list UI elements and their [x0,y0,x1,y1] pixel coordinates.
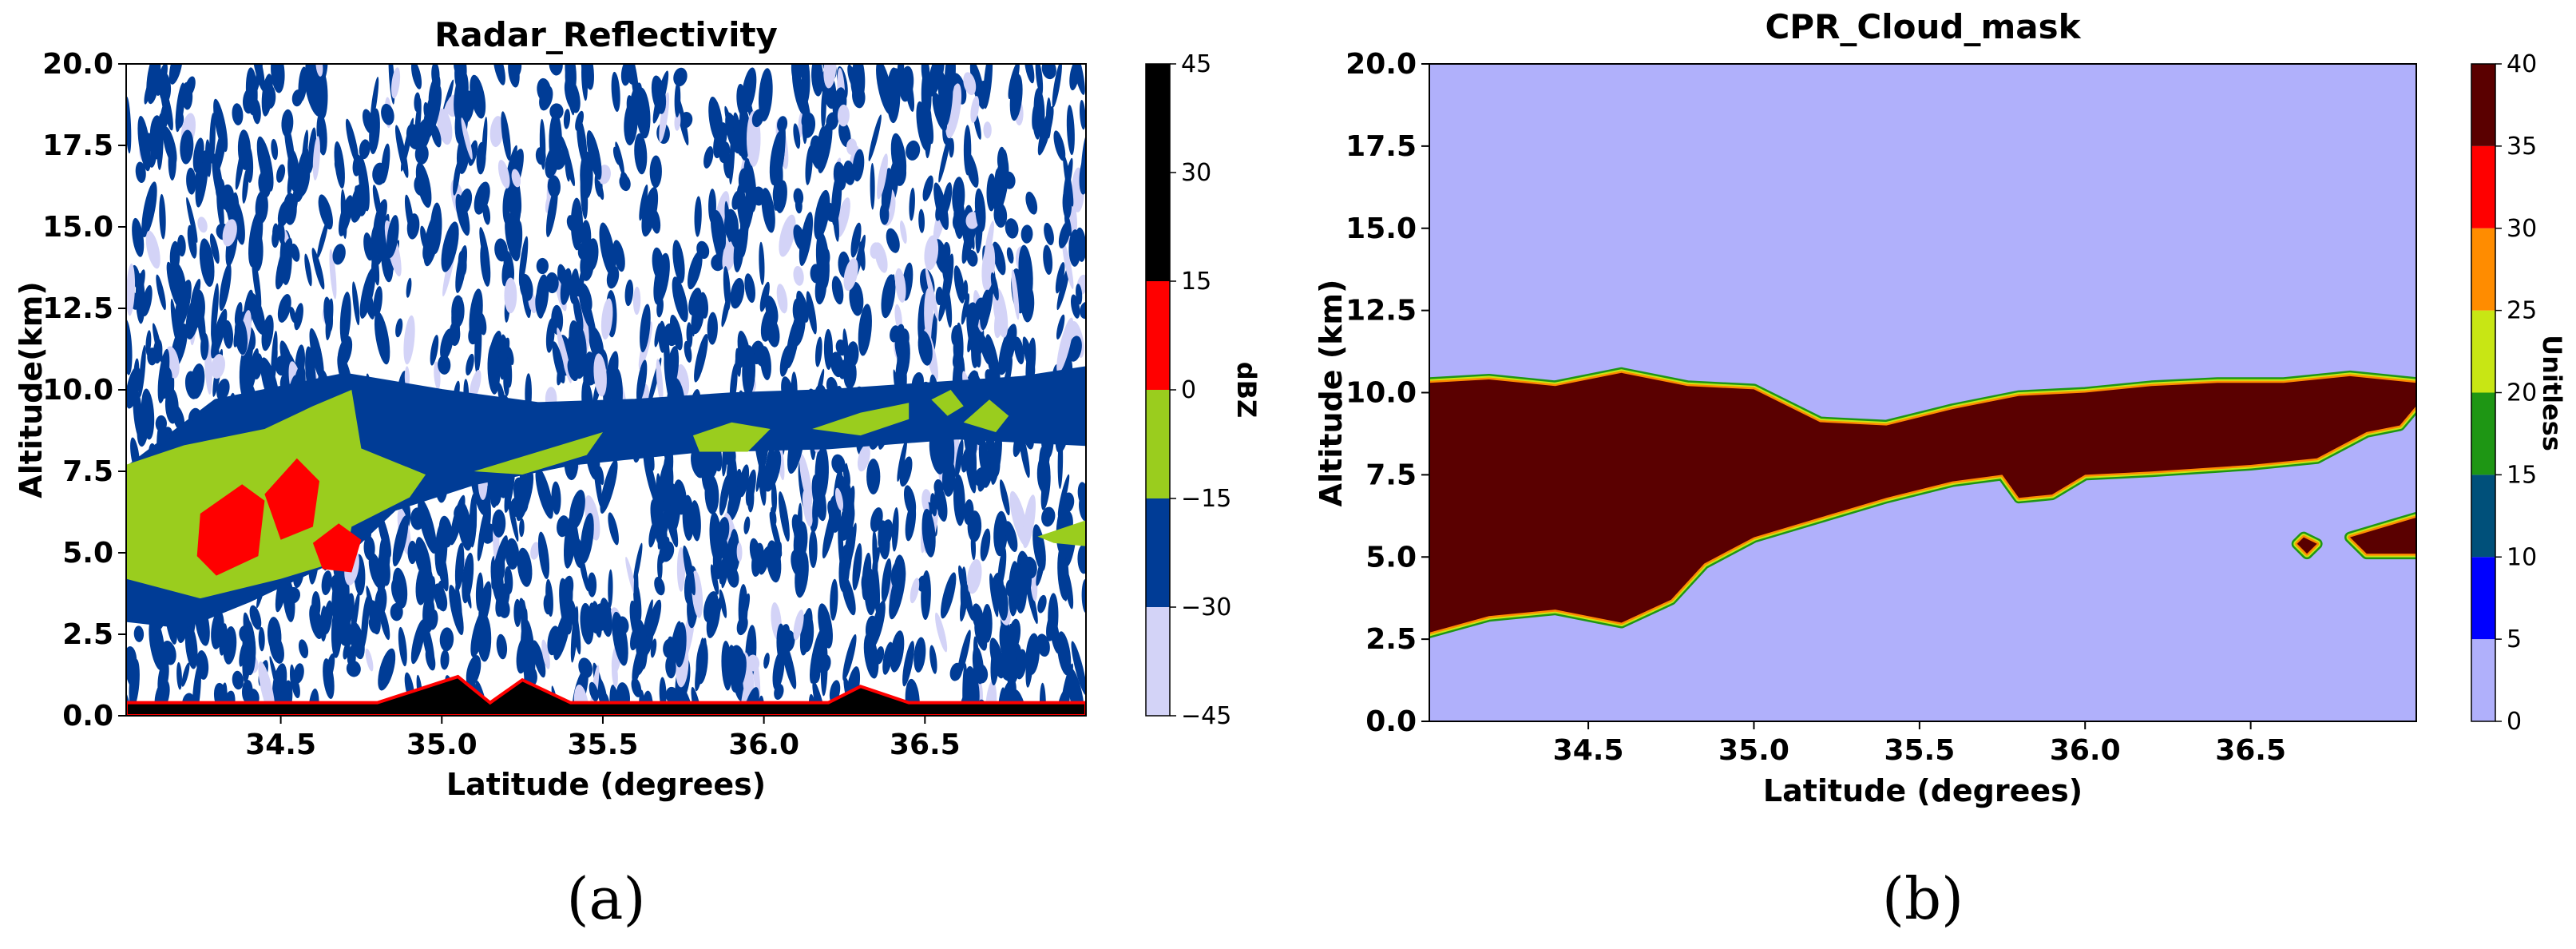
panel-b-colorbar-tick-label: 25 [2507,297,2537,325]
panel-b-y-tick-label: 2.5 [1365,623,1417,656]
panel-b-y-tick-label: 10.0 [1345,377,1417,410]
panel-a-y-tick-label: 15.0 [42,211,113,244]
panel-b-colorbar-tick-label: 20 [2507,379,2537,407]
panel-b-colorbar-tick-label: 15 [2507,461,2537,489]
panel-b-caption: (b) [1882,865,1964,932]
panel-a-colorbar-swatch [1146,498,1170,607]
cloud-mask-small-1 [2297,537,2317,554]
panel-b-colorbar-swatch [2471,145,2495,228]
panel-b-y-tick-label: 20.0 [1345,48,1417,81]
panel-b-colorbar-tick-label: 5 [2507,625,2522,653]
red-core-3 [312,523,362,573]
panel-a-colorbar: dBZ −45 −30 −15 0 15 30 45 [1145,50,1262,730]
panel-a-x-tick-label: 36.0 [728,729,799,761]
panel-a-title: Radar_Reflectivity [434,15,778,54]
red-core-1 [196,484,265,576]
panel-b-colorbar-tick-label: 40 [2507,50,2537,78]
panel-b-y-axis-label: Altitude (km) [1314,280,1349,507]
panel-a-colorbar-tick-label: −45 [1181,702,1231,730]
panel-b-colorbar-swatch [2471,639,2495,721]
anvil-patch-5 [963,399,1009,432]
anvil-patch-4 [931,390,964,416]
panel-a-x-tick-label: 35.5 [568,729,639,761]
cloud-band-edge [126,370,1086,625]
panel-b-colorbar-label: Unitless [2537,335,2567,451]
anvil-patch-1 [474,432,603,475]
panel-b-colorbar-tick-label: 30 [2507,215,2537,243]
panel-b: CPR_Cloud_mask Latitude (degrees) Altitu… [1314,7,2567,932]
panel-a-colorbar-swatch [1146,64,1170,281]
panel-a-colorbar-tick-label: 15 [1181,268,1211,296]
panel-b-colorbar-swatch [2471,557,2495,640]
panel-b-x-tick-label: 36.5 [2215,734,2286,767]
panel-b-title: CPR_Cloud_mask [1765,7,2081,46]
panel-b-y-tick-label: 5.0 [1365,541,1417,574]
panel-a-x-tick-label: 36.5 [890,729,961,761]
panel-a-x-tick-label: 35.0 [406,729,478,761]
panel-a-colorbar-tick-label: 30 [1181,159,1211,187]
panel-b-colorbar-swatch [2471,310,2495,393]
panel-b-colorbar-swatch [2471,475,2495,558]
panel-a-y-tick-label: 5.0 [62,537,113,570]
panel-b-y-tick-label: 15.0 [1345,212,1417,245]
cloud-mask-small-2 [2350,517,2416,554]
panel-a-y-tick-label: 17.5 [42,129,113,162]
panel-b-plot: 34.5 35.0 35.5 36.0 36.5 0.0 2.5 5.0 7.5 10.0 12.5… [1345,48,2417,767]
panel-b-x-tick-label: 36.0 [2050,734,2121,767]
cloud-mask-main [1429,372,2416,633]
panel-b-colorbar: Unitless 0 5 10 15 20 25 30 35 40 [2471,50,2567,736]
panel-b-y-tick-label: 0.0 [1365,705,1417,738]
panel-a: Radar_Reflectivity Latitude (degrees) Al… [14,15,1262,932]
panel-b-x-axis-label: Latitude (degrees) [1763,773,2083,808]
panel-b-colorbar-swatch [2471,64,2495,146]
lower-layer-patch [1037,520,1086,546]
panel-a-caption: (a) [566,865,645,932]
panel-a-y-axis-label: Altitude(km) [14,281,49,498]
panel-a-colorbar-swatch [1146,281,1170,390]
panel-a-y-tick-label: 0.0 [62,700,113,733]
panel-b-colorbar-swatch [2471,228,2495,311]
panel-a-y-tick-label: 12.5 [42,292,113,325]
panel-a-x-axis-label: Latitude (degrees) [446,767,766,802]
red-core-2 [264,458,319,540]
anvil-patch-3 [812,403,910,436]
panel-a-y-tick-label: 7.5 [62,455,113,488]
panel-b-colorbar-tick-label: 10 [2507,543,2537,571]
panel-a-y-tick-label: 2.5 [62,618,113,651]
panel-a-colorbar-swatch [1146,607,1170,716]
panel-a-colorbar-tick-label: −30 [1181,594,1231,621]
panel-a-y-tick-label: 10.0 [42,374,113,407]
panel-b-colorbar-tick-label: 0 [2507,708,2522,736]
panel-b-x-tick-label: 35.0 [1718,734,1789,767]
panel-a-colorbar-tick-label: 45 [1181,50,1211,78]
panel-a-colorbar-tick-label: 0 [1181,376,1196,404]
surface-clutter [126,674,1086,716]
panel-b-y-tick-label: 7.5 [1365,459,1417,491]
panel-a-y-tick-label: 20.0 [42,48,113,81]
panel-a-plot: 34.5 35.0 35.5 36.0 36.5 0.0 2.5 5.0 7.5 10.0 12.5… [42,48,1087,761]
panel-a-colorbar-tick-label: −15 [1181,485,1231,513]
panel-b-colorbar-tick-label: 35 [2507,133,2537,161]
panel-a-colorbar-swatch [1146,390,1170,498]
panel-b-y-tick-label: 12.5 [1345,295,1417,328]
anvil-patch-2 [692,422,771,452]
panel-b-y-tick-label: 17.5 [1345,130,1417,163]
panel-a-x-tick-label: 34.5 [245,729,316,761]
panel-b-colorbar-swatch [2471,392,2495,475]
panel-b-x-tick-label: 34.5 [1553,734,1624,767]
panel-a-colorbar-label: dBZ [1231,362,1262,419]
panel-b-x-tick-label: 35.5 [1884,734,1955,767]
